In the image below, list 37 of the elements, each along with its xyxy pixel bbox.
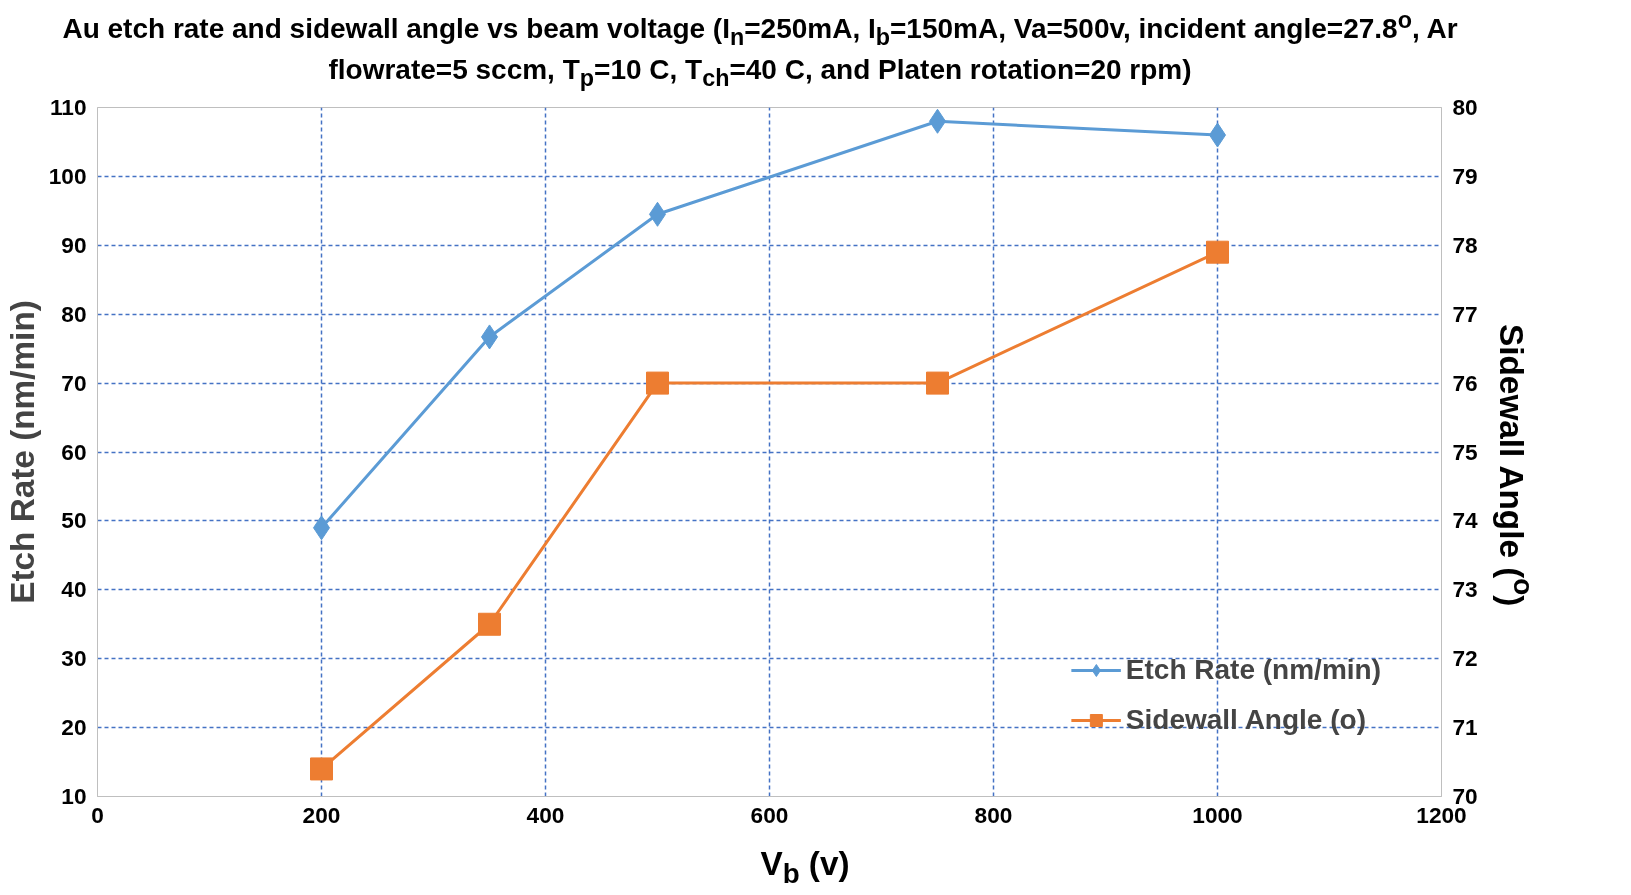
point <box>478 612 501 636</box>
y2-tick-label: 78 <box>1452 231 1478 258</box>
y-tick-label: 70 <box>61 369 87 396</box>
y2-tick-label: 73 <box>1452 576 1478 603</box>
y-tick-label: 80 <box>61 300 87 327</box>
x-tick-label: 400 <box>526 801 565 828</box>
y-tick-label: 90 <box>61 231 87 258</box>
y-tick-label: 40 <box>61 576 87 603</box>
y2-tick-label: 76 <box>1452 369 1478 396</box>
x-tick-label: 600 <box>750 801 789 828</box>
x-tick-label: 0 <box>91 801 104 828</box>
x-tick-label: 1000 <box>1192 801 1243 828</box>
y-tick-label: 20 <box>61 714 87 741</box>
y2-tick-label: 77 <box>1452 300 1478 327</box>
y-tick-label: 30 <box>61 645 87 672</box>
point <box>1206 240 1229 264</box>
y2-tick-label: 71 <box>1452 714 1478 741</box>
x-axis-title: V$_{b}$ (v) <box>760 844 850 891</box>
legend-label: Sidewall Angle (o) <box>1125 704 1366 736</box>
y2-tick-label: 72 <box>1452 645 1478 672</box>
x-tick-label: 200 <box>302 801 341 828</box>
y2-tick-label: 80 <box>1452 94 1478 120</box>
y2-tick-label: 75 <box>1452 438 1478 465</box>
point <box>926 371 949 395</box>
y-tick-label: 10 <box>61 783 87 809</box>
y2-tick-label: 74 <box>1452 507 1479 534</box>
legend-label: Etch Rate (nm/min) <box>1125 654 1381 686</box>
point <box>646 371 669 395</box>
y-tick-label: 100 <box>48 162 87 189</box>
point <box>310 757 333 781</box>
y-tick-label: 110 <box>49 94 87 120</box>
chart-title: Au etch rate and sidewall angle vs beam voltage (I$_{n}$=250mA, I$_{b}$=150mA, Va=500v, incident angle=27.8$^{o}$, Ar flowrate=5 sccm, T$_{p}$=10 C, T$_{ch}$=40 C, and Platen rotation=20 rpm) <box>62 7 1458 91</box>
x-tick-label: 800 <box>974 801 1013 828</box>
y-tick-label: 60 <box>61 438 87 465</box>
y-axis-title: Etch Rate (nm/min) <box>3 300 41 604</box>
y-tick-label: 50 <box>61 507 87 534</box>
y2-tick-label: 79 <box>1452 162 1478 189</box>
